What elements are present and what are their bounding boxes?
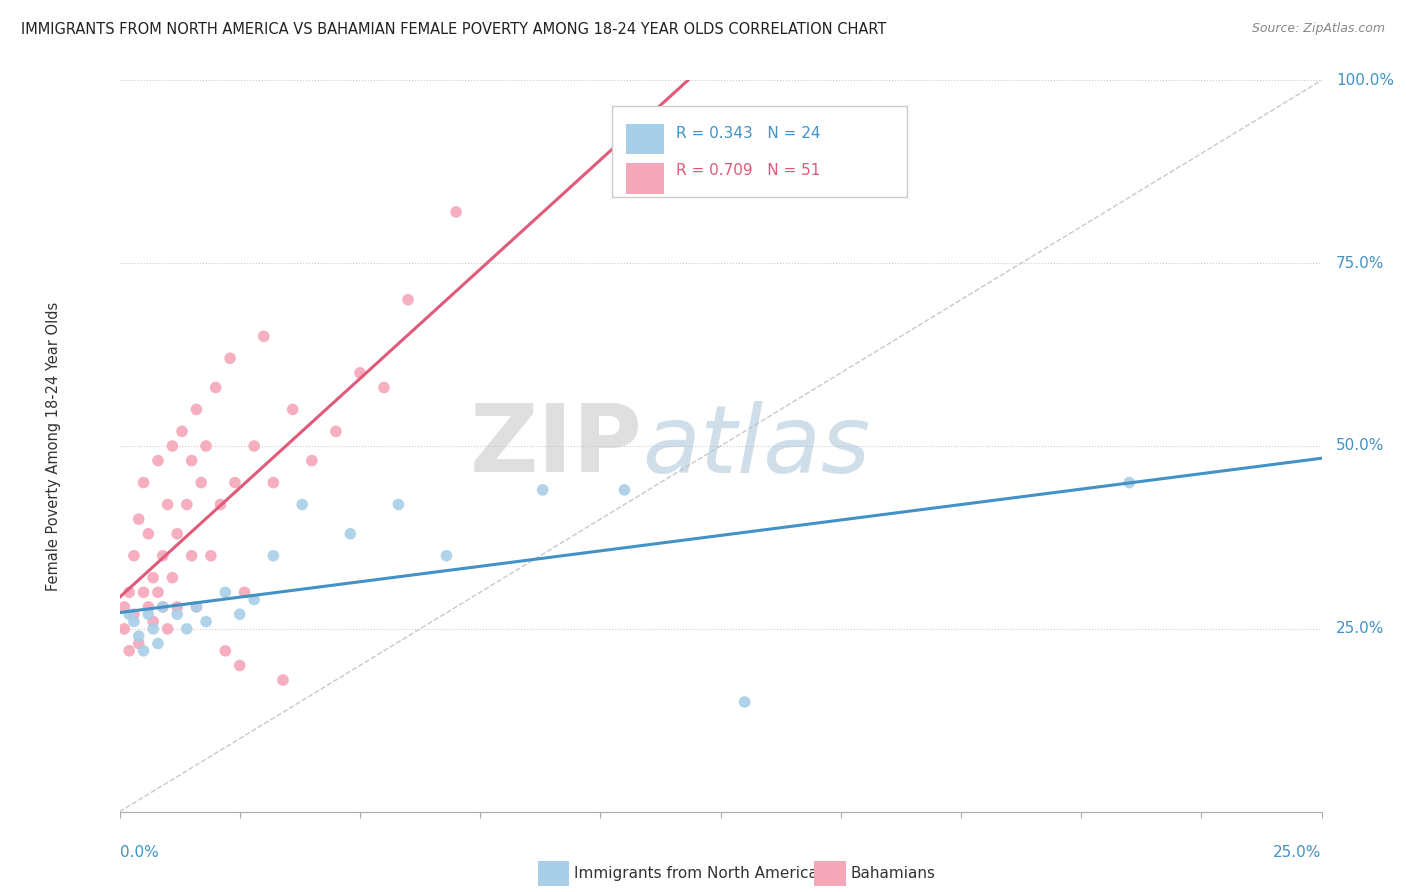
Point bbox=[195, 439, 218, 453]
Point bbox=[132, 475, 155, 490]
Point bbox=[243, 592, 266, 607]
Point bbox=[436, 549, 458, 563]
Point bbox=[152, 599, 174, 614]
Text: IMMIGRANTS FROM NORTH AMERICA VS BAHAMIAN FEMALE POVERTY AMONG 18-24 YEAR OLDS C: IMMIGRANTS FROM NORTH AMERICA VS BAHAMIA… bbox=[21, 22, 886, 37]
Point bbox=[444, 205, 467, 219]
Point bbox=[146, 585, 169, 599]
Text: 100.0%: 100.0% bbox=[1336, 73, 1395, 87]
Point bbox=[243, 439, 266, 453]
Point bbox=[146, 453, 169, 467]
Point bbox=[156, 498, 179, 512]
Point bbox=[186, 599, 208, 614]
Point bbox=[132, 644, 155, 658]
Point bbox=[219, 351, 242, 366]
Point bbox=[200, 549, 222, 563]
Point bbox=[122, 549, 145, 563]
Point bbox=[214, 585, 236, 599]
Text: Immigrants from North America: Immigrants from North America bbox=[574, 866, 818, 881]
Text: Bahamians: Bahamians bbox=[851, 866, 935, 881]
Point bbox=[138, 607, 160, 622]
Point bbox=[118, 585, 141, 599]
Point bbox=[128, 629, 150, 643]
Point bbox=[190, 475, 212, 490]
Text: 25.0%: 25.0% bbox=[1274, 845, 1322, 860]
Text: atlas: atlas bbox=[643, 401, 870, 491]
Point bbox=[224, 475, 246, 490]
Point bbox=[186, 402, 208, 417]
Text: 75.0%: 75.0% bbox=[1336, 256, 1385, 270]
Point bbox=[228, 607, 252, 622]
Point bbox=[118, 644, 141, 658]
Point bbox=[253, 329, 276, 343]
Point bbox=[387, 498, 409, 512]
Point bbox=[122, 615, 145, 629]
Point bbox=[162, 571, 184, 585]
Point bbox=[142, 615, 165, 629]
Point bbox=[112, 599, 135, 614]
Point bbox=[204, 380, 226, 394]
Text: 0.0%: 0.0% bbox=[120, 845, 159, 860]
Point bbox=[325, 425, 347, 439]
Point bbox=[214, 644, 236, 658]
Text: R = 0.709   N = 51: R = 0.709 N = 51 bbox=[676, 162, 821, 178]
Point bbox=[233, 585, 256, 599]
Text: Source: ZipAtlas.com: Source: ZipAtlas.com bbox=[1251, 22, 1385, 36]
Point bbox=[301, 453, 323, 467]
Point bbox=[142, 622, 165, 636]
Point bbox=[162, 439, 184, 453]
Point bbox=[339, 526, 361, 541]
Point bbox=[186, 599, 208, 614]
FancyBboxPatch shape bbox=[613, 106, 907, 197]
Point bbox=[156, 622, 179, 636]
Point bbox=[180, 453, 202, 467]
Point bbox=[166, 526, 188, 541]
FancyBboxPatch shape bbox=[626, 124, 664, 154]
Point bbox=[613, 483, 636, 497]
Text: ZIP: ZIP bbox=[470, 400, 643, 492]
Point bbox=[176, 622, 198, 636]
Point bbox=[734, 695, 756, 709]
Point bbox=[176, 498, 198, 512]
Point bbox=[373, 380, 395, 394]
Point bbox=[262, 475, 284, 490]
Point bbox=[170, 425, 193, 439]
Point bbox=[281, 402, 304, 417]
Point bbox=[262, 549, 284, 563]
Point bbox=[166, 607, 188, 622]
Point bbox=[152, 599, 174, 614]
Text: Female Poverty Among 18-24 Year Olds: Female Poverty Among 18-24 Year Olds bbox=[46, 301, 60, 591]
Point bbox=[180, 549, 202, 563]
Point bbox=[166, 599, 188, 614]
Point bbox=[132, 585, 155, 599]
Point bbox=[128, 512, 150, 526]
Point bbox=[291, 498, 314, 512]
Point bbox=[138, 599, 160, 614]
Point bbox=[152, 549, 174, 563]
Point bbox=[1118, 475, 1140, 490]
Point bbox=[142, 571, 165, 585]
Point bbox=[349, 366, 371, 380]
Point bbox=[128, 636, 150, 650]
Point bbox=[138, 526, 160, 541]
Point bbox=[396, 293, 419, 307]
Point bbox=[228, 658, 252, 673]
FancyBboxPatch shape bbox=[538, 862, 569, 887]
FancyBboxPatch shape bbox=[814, 862, 845, 887]
Point bbox=[209, 498, 232, 512]
Point bbox=[118, 607, 141, 622]
Text: 25.0%: 25.0% bbox=[1336, 622, 1385, 636]
Point bbox=[112, 622, 135, 636]
Text: 50.0%: 50.0% bbox=[1336, 439, 1385, 453]
Point bbox=[146, 636, 169, 650]
Point bbox=[195, 615, 218, 629]
Point bbox=[122, 607, 145, 622]
Point bbox=[531, 483, 554, 497]
Text: R = 0.343   N = 24: R = 0.343 N = 24 bbox=[676, 126, 821, 141]
Point bbox=[271, 673, 294, 687]
FancyBboxPatch shape bbox=[626, 163, 664, 194]
